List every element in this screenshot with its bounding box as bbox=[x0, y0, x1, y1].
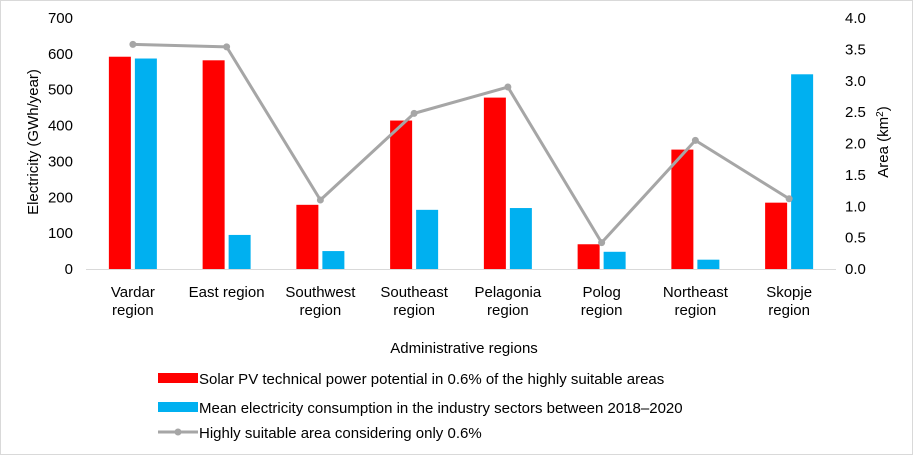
axes-group: 0 100 200 300 400 500 600 700 0.0 0.5 1.0 1.5 2.0 2.5… bbox=[48, 10, 866, 319]
line-point bbox=[691, 136, 699, 144]
y2-axis-title-close: ) bbox=[875, 106, 892, 111]
x-tick-label-line: region bbox=[768, 302, 810, 319]
y2-tick-label: 2.5 bbox=[845, 104, 866, 121]
bar-solar-pv bbox=[483, 97, 506, 269]
bar-consumption bbox=[603, 251, 626, 269]
y2-tick-label: 1.0 bbox=[845, 198, 866, 215]
legend-label-area: Highly suitable area considering only 0.… bbox=[199, 425, 482, 442]
x-tick-label-line: region bbox=[487, 302, 529, 319]
y-tick-label: 0 bbox=[65, 261, 73, 278]
x-tick-label-line: region bbox=[393, 302, 435, 319]
legend-marker-area bbox=[174, 428, 182, 436]
x-tick-label-line: Polog bbox=[582, 284, 620, 301]
bar-consumption bbox=[228, 234, 251, 269]
x-tick-label: Southwest region bbox=[285, 284, 356, 319]
line-point bbox=[504, 83, 512, 91]
y-tick-label: 100 bbox=[48, 225, 73, 242]
bar-solar-pv bbox=[108, 56, 131, 270]
x-tick-label: East region bbox=[189, 284, 265, 301]
bar-consumption bbox=[791, 74, 814, 269]
y-tick-label: 600 bbox=[48, 46, 73, 63]
bar-solar-pv bbox=[390, 120, 413, 270]
x-tick-label: Skopje region bbox=[766, 284, 812, 319]
line-point bbox=[129, 40, 137, 48]
x-tick-label: Polog region bbox=[581, 284, 623, 319]
bar-solar-pv bbox=[765, 202, 788, 269]
bar-consumption bbox=[697, 259, 720, 269]
x-tick-label-line: East region bbox=[189, 284, 265, 301]
y2-tick-label: 4.0 bbox=[845, 10, 866, 27]
y-tick-label: 500 bbox=[48, 82, 73, 99]
line-area bbox=[132, 42, 790, 245]
legend: Solar PV technical power potential in 0.… bbox=[158, 371, 683, 442]
line-series-group bbox=[129, 40, 793, 247]
y-tick-label: 200 bbox=[48, 189, 73, 206]
y2-axis-title-main: Area (km bbox=[875, 117, 892, 178]
x-tick-label-line: Northeast bbox=[663, 284, 729, 301]
bar-consumption bbox=[322, 251, 345, 269]
x-tick-label-line: Southeast bbox=[380, 284, 448, 301]
bar-consumption bbox=[509, 208, 532, 269]
bar-consumption bbox=[134, 58, 157, 269]
y-tick-label: 300 bbox=[48, 153, 73, 170]
y2-tick-label: 0.0 bbox=[845, 261, 866, 278]
x-tick-label: Pelagonia region bbox=[475, 284, 542, 319]
y2-axis-title: Area (km2) bbox=[875, 106, 893, 177]
y-tick-label: 700 bbox=[48, 10, 73, 27]
y2-tick-label: 0.5 bbox=[845, 230, 866, 247]
line-point bbox=[598, 239, 606, 247]
line-point bbox=[223, 43, 231, 51]
bar-solar-pv bbox=[577, 244, 600, 269]
y2-tick-label: 2.0 bbox=[845, 136, 866, 153]
x-tick-label-line: Southwest bbox=[285, 284, 356, 301]
y2-tick-label: 3.0 bbox=[845, 73, 866, 90]
line-point bbox=[785, 195, 793, 203]
x-tick-label-line: Skopje bbox=[766, 284, 812, 301]
x-tick-label: Northeast region bbox=[663, 284, 729, 319]
legend-swatch-solar-pv bbox=[158, 373, 198, 383]
x-tick-label-line: Pelagonia bbox=[475, 284, 542, 301]
x-tick-label: Vardar region bbox=[111, 284, 155, 319]
legend-swatch-consumption bbox=[158, 402, 198, 412]
labels-group: Administrative regions Electricity (GWh/… bbox=[25, 69, 892, 357]
y-tick-label: 400 bbox=[48, 118, 73, 135]
bar-consumption bbox=[416, 209, 439, 269]
bar-solar-pv bbox=[296, 204, 319, 269]
line-point bbox=[410, 109, 418, 117]
legend-label-consumption: Mean electricity consumption in the indu… bbox=[199, 400, 683, 417]
x-axis-title: Administrative regions bbox=[390, 340, 538, 357]
x-tick-label-line: Vardar bbox=[111, 284, 155, 301]
bar-solar-pv bbox=[671, 149, 694, 269]
x-tick-label: Southeast region bbox=[380, 284, 448, 319]
y2-tick-label: 1.5 bbox=[845, 167, 866, 184]
bar-solar-pv bbox=[202, 60, 225, 269]
y2-tick-label: 3.5 bbox=[845, 41, 866, 58]
bars-group bbox=[108, 56, 814, 270]
x-tick-label-line: region bbox=[675, 302, 717, 319]
line-point bbox=[316, 196, 324, 204]
x-tick-label-line: region bbox=[581, 302, 623, 319]
y2-axis-title-superscript: 2 bbox=[875, 111, 886, 117]
legend-label-solar-pv: Solar PV technical power potential in 0.… bbox=[199, 371, 664, 388]
x-tick-label-line: region bbox=[300, 302, 342, 319]
x-tick-label-line: region bbox=[112, 302, 154, 319]
y-axis-title: Electricity (GWh/year) bbox=[25, 69, 42, 215]
